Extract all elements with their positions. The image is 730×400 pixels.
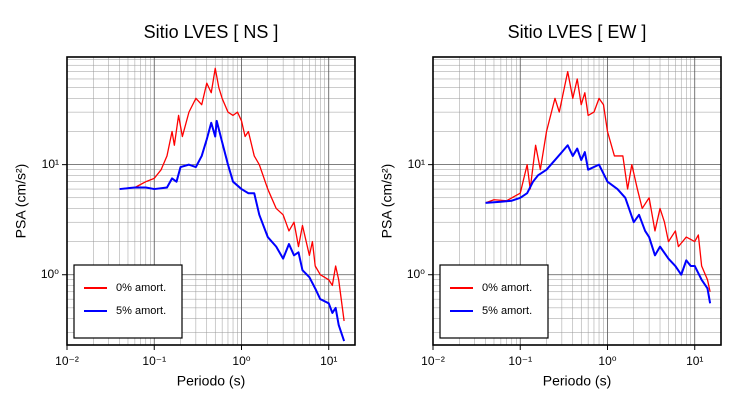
series-line xyxy=(485,144,712,304)
x-tick-label: 10⁻¹ xyxy=(508,354,532,368)
x-axis-label: Periodo (s) xyxy=(543,373,611,389)
panel: 10⁻² 10⁻¹ 10⁰ 10¹ 10⁰ 10¹ Sitio LVES [ NS ] Per… xyxy=(13,22,356,389)
legend-label: 5% amort. xyxy=(116,305,166,317)
y-tick-label: 10¹ xyxy=(42,157,59,171)
x-tick-label: 10¹ xyxy=(686,354,703,368)
x-tick-label: 10¹ xyxy=(320,354,337,368)
frame xyxy=(66,56,356,346)
x-tick-label: 10⁰ xyxy=(232,354,250,368)
series-line xyxy=(485,70,711,292)
y-axis-label: PSA (cm/s²) xyxy=(379,164,395,239)
y-axis-label: PSA (cm/s²) xyxy=(13,164,29,239)
legend-label: 0% amort. xyxy=(482,282,532,294)
legend-label: 0% amort. xyxy=(116,282,166,294)
legend-box xyxy=(439,264,549,339)
chart-title: Sitio LVES [ EW ] xyxy=(508,22,647,42)
x-tick-label: 10⁻² xyxy=(421,354,445,368)
legend-box xyxy=(73,264,183,339)
y-tick-label: 10⁰ xyxy=(407,267,425,281)
x-axis-label: Periodo (s) xyxy=(177,373,245,389)
x-tick-label: 10⁰ xyxy=(598,354,616,368)
chart-title: Sitio LVES [ NS ] xyxy=(144,22,279,42)
series-line xyxy=(119,67,345,322)
legend-label: 5% amort. xyxy=(482,305,532,317)
y-tick-label: 10¹ xyxy=(408,157,425,171)
x-tick-label: 10⁻² xyxy=(55,354,79,368)
y-tick-label: 10⁰ xyxy=(41,267,59,281)
x-tick-label: 10⁻¹ xyxy=(142,354,166,368)
panel: 10⁻² 10⁻¹ 10⁰ 10¹ 10⁰ 10¹ Sitio LVES [ EW ] Per… xyxy=(379,22,722,389)
frame xyxy=(432,56,722,346)
series-line xyxy=(119,119,346,342)
